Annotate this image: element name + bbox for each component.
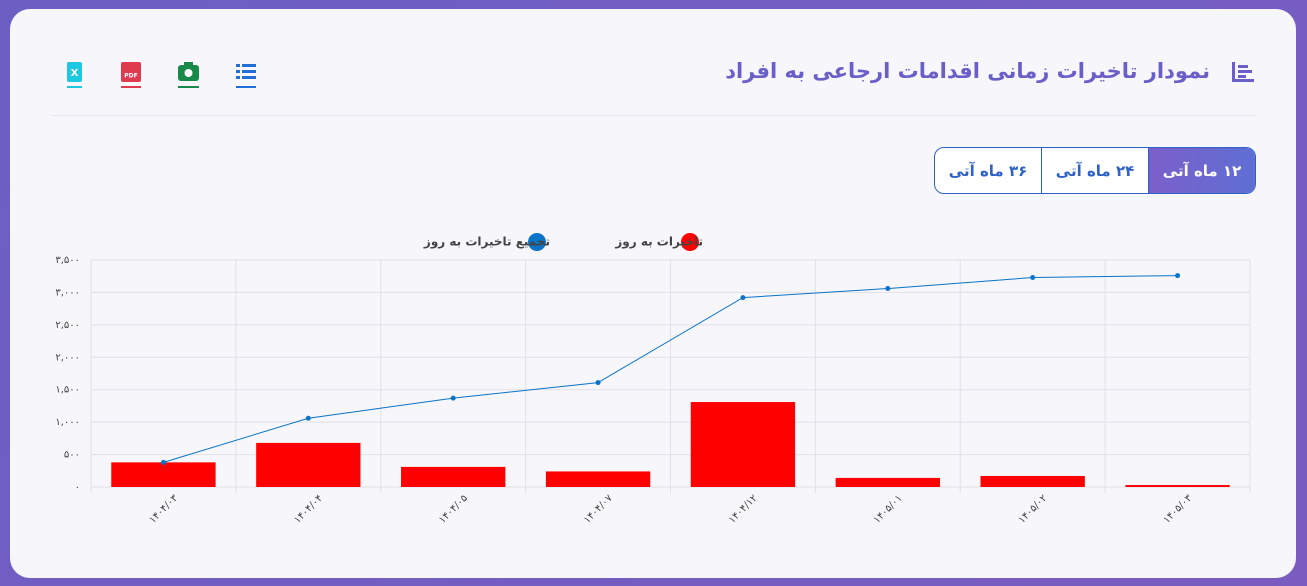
legend-label: تجمیع تاخیرات به روز	[423, 235, 550, 250]
y-tick-label: ۲,۵۰۰	[55, 320, 80, 331]
legend-item[interactable]: تجمیع تاخیرات به روز	[423, 233, 550, 251]
x-tick-label: ۱۴۰۴/۰۴	[292, 493, 325, 526]
card: نمودار تاخیرات زمانی اقدامات ارجاعی به ا…	[10, 9, 1296, 578]
y-tick-label: ۱,۵۰۰	[55, 385, 80, 396]
line-point	[1030, 275, 1036, 281]
icon-label: PDF	[124, 73, 137, 80]
legend-marker	[528, 233, 546, 251]
separator	[52, 115, 1255, 116]
bar	[545, 471, 651, 487]
pdf-icon[interactable]: PDF	[121, 62, 141, 88]
tab[interactable]: ۱۲ ماه آتی	[1148, 148, 1255, 193]
x-tick-label: ۱۴۰۴/۰۳	[147, 492, 180, 525]
line	[163, 275, 1178, 463]
y-tick-label: ۳,۵۰۰	[55, 255, 80, 266]
x-tick-label: ۱۴۰۴/۱۲	[727, 493, 760, 526]
legend-marker	[681, 233, 699, 251]
icon-label: X	[71, 68, 79, 79]
tab[interactable]: ۲۴ ماه آتی	[1041, 148, 1148, 193]
bar	[111, 462, 216, 487]
line-point	[885, 286, 891, 292]
x-tick-label: ۱۴۰۵/۰۱	[872, 493, 905, 526]
line-point	[450, 395, 456, 401]
legend-label: تاخیرات به روز	[614, 235, 703, 250]
bar	[835, 477, 940, 487]
x-tick-label: ۱۴۰۵/۰۲	[1017, 493, 1050, 526]
line-point	[595, 380, 601, 386]
tab-group: ۳۶ ماه آتی ۲۴ ماه آتی ۱۲ ماه آتی	[934, 147, 1256, 194]
line-point	[160, 459, 166, 465]
bar	[1125, 485, 1230, 487]
line-point	[740, 295, 746, 301]
bar	[256, 442, 361, 487]
line-point	[305, 415, 311, 421]
excel-icon[interactable]: X	[67, 62, 82, 88]
bar	[690, 402, 796, 487]
x-tick-label: ۱۴۰۴/۰۷	[582, 492, 615, 525]
tab[interactable]: ۳۶ ماه آتی	[948, 161, 1028, 180]
camera-icon[interactable]	[178, 62, 199, 88]
bar	[980, 475, 1085, 487]
y-tick-label: ۱,۰۰۰	[55, 417, 80, 428]
y-tick-label: ۲,۰۰۰	[55, 352, 80, 363]
chart-title: نمودار تاخیرات زمانی اقدامات ارجاعی به ا…	[725, 59, 1210, 83]
line-point	[1175, 273, 1181, 279]
y-tick-label: ۰	[75, 482, 80, 493]
bar	[401, 466, 506, 487]
title-icon	[1232, 62, 1254, 82]
list-icon[interactable]	[236, 64, 256, 88]
y-tick-label: ۵۰۰	[64, 450, 80, 461]
x-tick-label: ۱۴۰۴/۰۵	[437, 493, 470, 526]
x-tick-label: ۱۴۰۵/۰۳	[1161, 492, 1194, 525]
legend-item[interactable]: تاخیرات به روز	[614, 233, 703, 251]
y-tick-label: ۳,۰۰۰	[55, 287, 80, 298]
